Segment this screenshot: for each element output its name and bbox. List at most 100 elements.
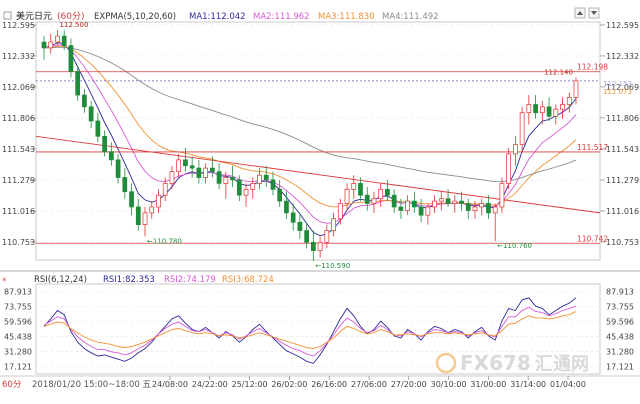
rsi-tick-label-left: 45.438	[4, 332, 32, 341]
candle-body	[75, 71, 81, 96]
candle-body	[412, 200, 417, 208]
y-tick-label-right: 111.543	[606, 145, 639, 154]
candle-body	[465, 203, 471, 211]
time-axis: 24/08:00 24/22:00 25/12:00 26/02:00 26/16:00…	[152, 376, 586, 389]
candle-body	[196, 167, 202, 178]
candle-body	[135, 206, 141, 226]
candle-body	[405, 200, 411, 211]
side-price-label: 112.073	[603, 88, 632, 96]
ma4-value: MA4:111.492	[382, 12, 439, 22]
y-tick-label-right: 110.753	[606, 238, 639, 247]
x-tick-label: 01/04:00	[550, 380, 586, 389]
price-grid	[36, 24, 600, 243]
rsi-tick-label-right: 17.121	[606, 362, 634, 371]
candle-body	[55, 35, 60, 43]
horizontal-levels: 112.198 111.517 110.742	[35, 63, 608, 244]
candle-body	[68, 45, 74, 72]
price-annotations: 112.500 ←110.780 ←110.590 ←110.760 112.140 11…	[59, 21, 631, 270]
candle-body	[61, 35, 67, 46]
candle-body	[243, 188, 249, 196]
y-tick-label-left: 112.069	[2, 83, 35, 92]
scroll-down-icon[interactable]	[588, 7, 600, 19]
candle-body	[398, 206, 404, 211]
x-tick-label: 27/06:00	[351, 380, 387, 389]
candle-body	[189, 165, 195, 169]
rsi-tick-label-right: 45.438	[606, 332, 634, 341]
watermark-text-cn: 汇通网	[535, 354, 589, 375]
x-tick-label: 26/02:00	[271, 380, 307, 389]
candle-body	[209, 167, 215, 172]
candle-body	[432, 200, 437, 208]
candle-body	[560, 104, 565, 110]
candle-body	[385, 188, 390, 196]
rsi-indicator-name: RSI(6,12,24)	[34, 275, 87, 285]
candle-body	[88, 106, 94, 122]
candle-body	[317, 241, 323, 251]
rsi-tick-label-right: 87.913	[606, 288, 634, 297]
candle-body	[310, 241, 316, 251]
rsi1-value: RSI1:82.353	[103, 275, 155, 285]
candle-body	[41, 41, 47, 49]
candle-body	[108, 151, 114, 161]
price-annotation: ←110.760	[497, 242, 532, 250]
rsi-tick-label-right: 31.280	[606, 347, 634, 356]
candle-body	[82, 94, 87, 108]
candle-body	[122, 177, 128, 193]
candle-body	[236, 179, 242, 196]
candle-body	[378, 188, 384, 200]
y-tick-label-left: 111.279	[2, 176, 35, 185]
x-tick-label: 24/08:00	[152, 380, 188, 389]
candle-body	[156, 194, 161, 208]
rsi-lines	[43, 297, 577, 364]
rsi-tick-label-left: 59.596	[4, 317, 32, 326]
candle-body	[284, 200, 289, 214]
candle-body	[183, 159, 188, 167]
candle-body	[573, 80, 579, 98]
price-annotation: 112.140	[544, 68, 573, 76]
candle-body	[257, 174, 262, 184]
period-label[interactable]: 60分	[2, 380, 22, 390]
price-pane-frame	[35, 21, 601, 261]
candle-body	[566, 97, 572, 105]
candle-body	[48, 41, 54, 49]
level-label: 111.517	[577, 143, 608, 152]
y-tick-label-left: 110.753	[2, 238, 35, 247]
window-controls	[574, 7, 600, 19]
header-box-icon	[3, 11, 12, 20]
ma2-value: MA2:111.962	[253, 12, 310, 22]
x-tick-label: 31/00:00	[470, 380, 506, 389]
candle-body	[324, 230, 330, 243]
candle-body	[526, 104, 532, 114]
candle-body	[546, 106, 552, 117]
rsi-line-rsi3	[43, 311, 577, 350]
level-label: 112.198	[577, 63, 608, 72]
rsi-tick-label-left: 87.913	[4, 288, 32, 297]
candle-body	[102, 135, 107, 152]
candle-body	[479, 203, 485, 208]
candle-body	[297, 221, 303, 231]
candle-body	[364, 194, 370, 204]
candle-body	[263, 174, 269, 181]
scroll-up-icon[interactable]	[574, 7, 586, 19]
price-annotation: 112.500	[59, 21, 88, 29]
candle-body	[337, 203, 343, 220]
rsi-tick-label-left: 17.121	[4, 362, 32, 371]
period-tag: (60分)	[57, 11, 84, 22]
candle-body	[492, 206, 498, 214]
candle-body	[142, 212, 148, 226]
candle-body	[344, 188, 350, 204]
candle-body	[95, 120, 101, 137]
rsi-grid	[36, 291, 600, 367]
candle-body	[418, 206, 424, 216]
rsi-tick-label-right: 59.596	[606, 317, 634, 326]
candle-body	[513, 144, 518, 155]
candle-body	[304, 230, 310, 243]
candle-body	[472, 206, 478, 211]
candle-body	[277, 188, 283, 202]
candle-body	[176, 159, 182, 172]
main-header: 美元日元 (60分) EXPMA(5,10,20,60) MA1:112.042…	[3, 10, 439, 22]
y-tick-label-left: 111.016	[2, 207, 35, 216]
rsi-marker-icon: ⁎	[2, 274, 7, 284]
